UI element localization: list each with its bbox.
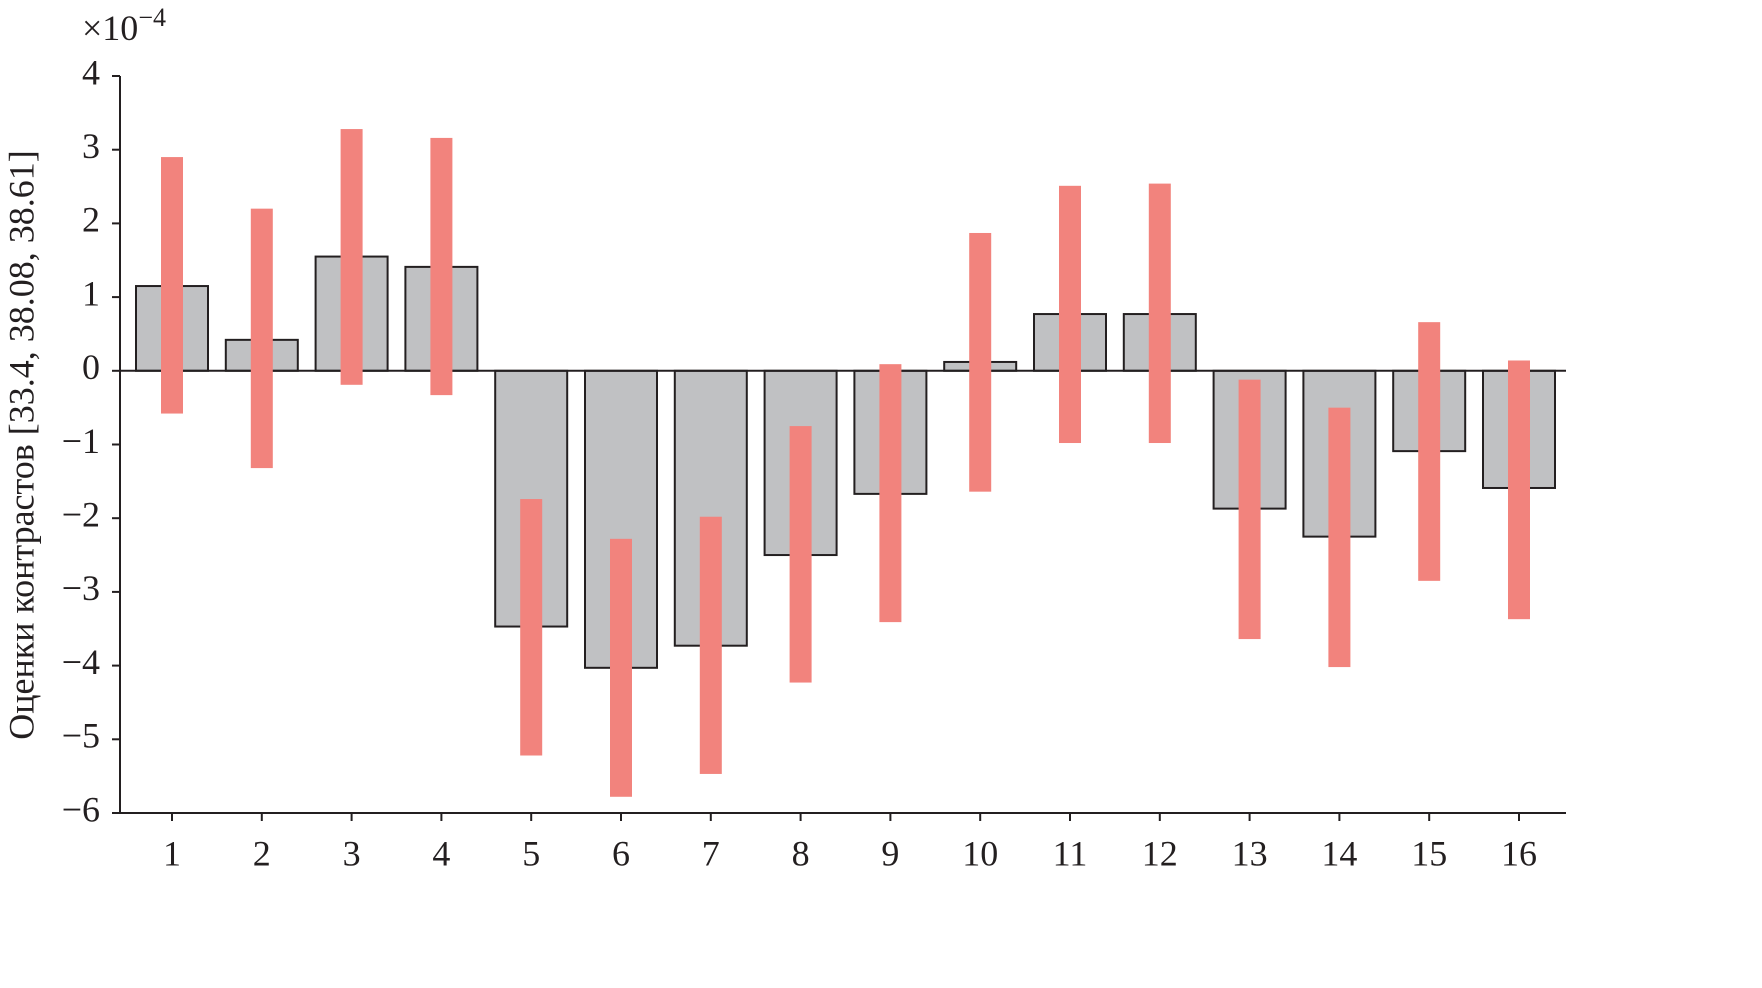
- confidence-interval: [250, 208, 273, 469]
- x-tick-label: 4: [432, 833, 450, 873]
- confidence-interval: [610, 538, 632, 797]
- y-tick-label: 3: [82, 126, 100, 166]
- confidence-interval: [1059, 185, 1081, 444]
- confidence-interval: [969, 232, 992, 492]
- confidence-interval: [1328, 407, 1351, 668]
- x-tick-label: 12: [1142, 833, 1178, 873]
- x-tick-label: 11: [1053, 833, 1088, 873]
- confidence-interval: [879, 364, 902, 623]
- confidence-interval: [1148, 183, 1171, 444]
- y-tick-label: 2: [82, 200, 100, 240]
- confidence-interval: [340, 129, 363, 385]
- y-tick-label: −3: [62, 568, 100, 608]
- y-tick-label: 1: [82, 273, 100, 313]
- x-tick-label: 3: [343, 833, 361, 873]
- x-tick-label: 10: [962, 833, 998, 873]
- y-tick-label: −1: [62, 421, 100, 461]
- x-tick-label: 2: [253, 833, 271, 873]
- y-tick-label: 0: [82, 347, 100, 387]
- x-tick-label: 5: [522, 833, 540, 873]
- x-tick-label: 14: [1321, 833, 1357, 873]
- confidence-interval: [430, 137, 453, 396]
- y-tick-label: −6: [62, 789, 100, 829]
- x-tick-label: 8: [792, 833, 810, 873]
- y-tick-label: −2: [62, 494, 100, 534]
- x-tick-label: 9: [881, 833, 899, 873]
- x-tick-label: 16: [1501, 833, 1537, 873]
- confidence-interval: [1508, 360, 1530, 620]
- y-tick-label: 4: [82, 52, 100, 92]
- y-axis-label: Оценки контрастов [33.4, 38.08, 38.61]: [1, 150, 41, 740]
- x-tick-label: 1: [163, 833, 181, 873]
- x-tick-label: 15: [1411, 833, 1447, 873]
- y-multiplier: ×10−4: [82, 3, 166, 48]
- x-tick-label: 7: [702, 833, 720, 873]
- confidence-interval: [699, 516, 722, 774]
- y-tick-label: −5: [62, 716, 100, 756]
- confidence-interval: [161, 157, 183, 414]
- y-multiplier-exponent: −4: [138, 3, 166, 32]
- y-tick-label: −4: [62, 642, 100, 682]
- confidence-interval: [789, 426, 812, 683]
- confidence-interval: [1238, 379, 1261, 640]
- confidence-interval: [520, 499, 543, 756]
- confidence-interval: [1418, 322, 1441, 581]
- y-multiplier-base: ×10: [82, 8, 138, 48]
- x-tick-label: 13: [1232, 833, 1268, 873]
- x-tick-label: 6: [612, 833, 630, 873]
